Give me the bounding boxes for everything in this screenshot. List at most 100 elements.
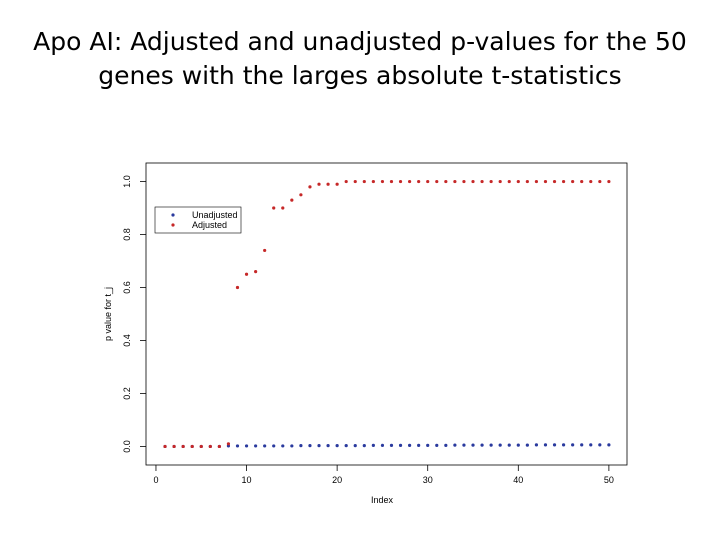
- point: [571, 179, 575, 184]
- y-tick-label: 1.0: [122, 175, 132, 188]
- y-tick-label: 0.6: [122, 281, 132, 294]
- y-tick-label: 0.4: [122, 334, 132, 347]
- point: [598, 179, 602, 184]
- point: [407, 179, 412, 184]
- point: [534, 443, 539, 447]
- point: [190, 444, 194, 449]
- point: [290, 444, 294, 448]
- point: [362, 179, 366, 184]
- x-tick-label: 30: [423, 475, 433, 485]
- point: [317, 444, 321, 448]
- point: [344, 179, 348, 184]
- point: [308, 185, 312, 189]
- legend-marker: [171, 223, 175, 227]
- point: [607, 443, 611, 447]
- point: [480, 179, 484, 184]
- x-tick-label: 10: [242, 475, 252, 485]
- point: [281, 444, 285, 448]
- point: [308, 444, 312, 448]
- point: [389, 179, 394, 184]
- point: [417, 179, 421, 184]
- point: [254, 444, 258, 448]
- point: [362, 444, 366, 448]
- point: [462, 443, 466, 447]
- point: [199, 444, 203, 449]
- point: [525, 443, 529, 447]
- point: [317, 182, 321, 186]
- plot-box: [145, 162, 628, 466]
- point: [435, 443, 439, 447]
- point: [335, 182, 339, 186]
- point: [543, 443, 548, 447]
- point: [417, 443, 421, 447]
- point: [272, 206, 276, 210]
- point: [235, 444, 240, 448]
- point: [525, 179, 529, 184]
- point: [299, 193, 303, 197]
- point: [217, 444, 221, 449]
- point: [407, 443, 412, 447]
- point: [571, 443, 575, 447]
- point: [272, 444, 276, 448]
- point: [371, 179, 375, 184]
- point: [516, 179, 520, 184]
- point: [263, 248, 267, 253]
- point: [208, 444, 212, 449]
- point: [507, 179, 511, 184]
- point: [543, 179, 548, 184]
- title-line: genes with the larges absolute t-statist…: [98, 61, 621, 90]
- point: [598, 443, 602, 447]
- point: [534, 179, 539, 184]
- point: [471, 179, 475, 184]
- legend-label: Adjusted: [192, 220, 227, 230]
- point: [371, 443, 375, 447]
- point: [353, 444, 357, 448]
- point: [380, 179, 385, 184]
- point: [580, 443, 584, 447]
- point: [580, 179, 584, 184]
- point: [489, 179, 493, 184]
- point: [561, 443, 566, 447]
- point: [589, 443, 593, 447]
- legend-box: [154, 206, 242, 234]
- point: [480, 443, 484, 447]
- point: [254, 270, 258, 274]
- title-line: Apo AI: Adjusted and unadjusted p-values…: [33, 27, 687, 56]
- point: [389, 443, 394, 447]
- point: [507, 443, 511, 447]
- point: [444, 179, 448, 184]
- point: [552, 179, 557, 184]
- y-axis-label: p value for t_j: [103, 287, 113, 341]
- point: [498, 443, 502, 447]
- point: [561, 179, 566, 184]
- point: [489, 443, 493, 447]
- point: [435, 179, 439, 184]
- x-tick-label: 50: [604, 475, 614, 485]
- x-tick-label: 0: [153, 475, 158, 485]
- point: [172, 444, 176, 449]
- point: [226, 442, 231, 446]
- point: [471, 443, 475, 447]
- point: [453, 179, 457, 184]
- point: [235, 285, 240, 290]
- point: [398, 443, 403, 447]
- point: [516, 443, 520, 447]
- legend-label: Unadjusted: [192, 210, 238, 220]
- point: [281, 206, 285, 210]
- point: [444, 443, 448, 447]
- point: [453, 443, 457, 447]
- y-tick-label: 0.0: [122, 440, 132, 453]
- x-axis-label: Index: [371, 495, 394, 505]
- point: [607, 179, 611, 184]
- point: [426, 179, 430, 184]
- point: [244, 444, 249, 448]
- y-tick-label: 0.8: [122, 228, 132, 241]
- point: [498, 179, 502, 184]
- point: [462, 179, 466, 184]
- x-tick-label: 40: [513, 475, 523, 485]
- legend-marker: [171, 213, 175, 217]
- point: [552, 443, 557, 447]
- point: [244, 272, 249, 276]
- point: [589, 179, 593, 184]
